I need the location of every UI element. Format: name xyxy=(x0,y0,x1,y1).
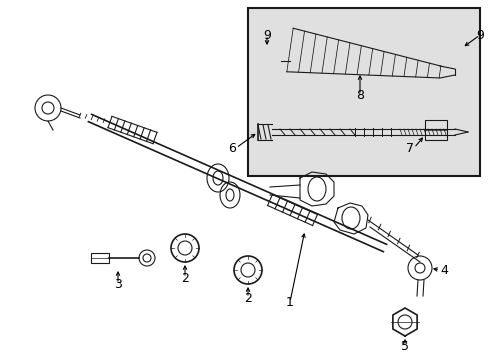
Text: 1: 1 xyxy=(285,296,293,309)
Text: 3: 3 xyxy=(114,278,122,291)
Bar xyxy=(91,253,109,263)
Text: 7: 7 xyxy=(405,141,413,154)
Bar xyxy=(424,120,446,140)
Text: 9: 9 xyxy=(263,28,270,41)
Text: 6: 6 xyxy=(228,141,236,154)
Text: 5: 5 xyxy=(400,339,408,352)
Text: 2: 2 xyxy=(244,292,251,305)
Bar xyxy=(247,8,479,176)
Text: 2: 2 xyxy=(181,271,188,284)
Text: 9: 9 xyxy=(475,28,483,41)
Text: 4: 4 xyxy=(439,264,447,276)
Text: 8: 8 xyxy=(355,89,363,102)
